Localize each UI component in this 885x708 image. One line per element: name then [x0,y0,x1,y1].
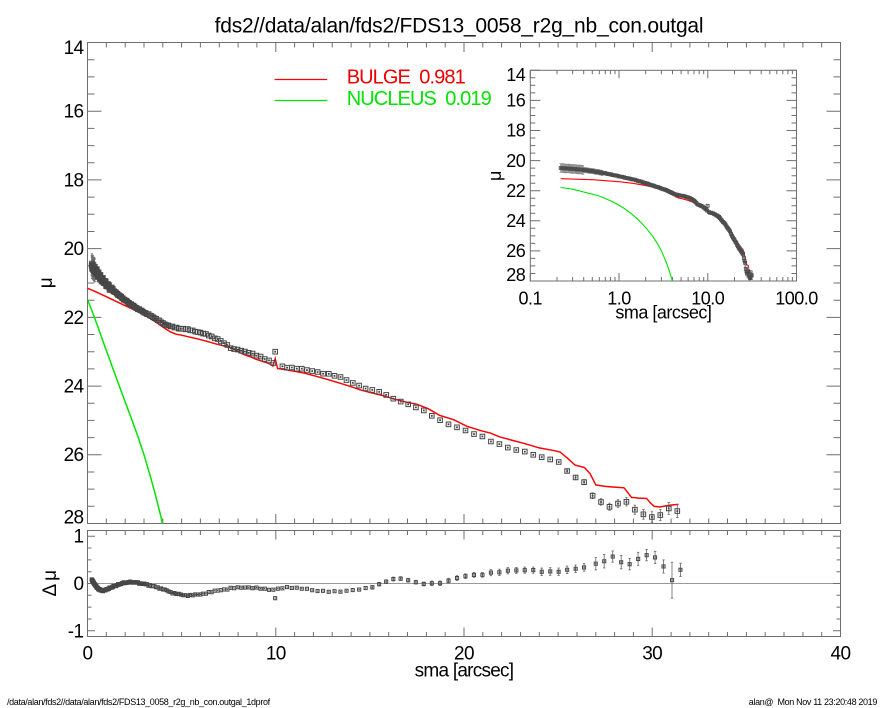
svg-text:24: 24 [64,377,85,398]
svg-text:1: 1 [74,527,84,548]
svg-text:0.1: 0.1 [519,289,543,309]
svg-text:26: 26 [64,445,84,466]
svg-text:0: 0 [74,574,84,595]
svg-text:18: 18 [506,121,526,141]
svg-text:100.0: 100.0 [775,289,818,309]
svg-text:22: 22 [506,181,526,201]
svg-text:20: 20 [506,151,526,171]
svg-text:BULGE 0.981: BULGE 0.981 [347,66,466,88]
svg-text:16: 16 [64,102,84,123]
svg-text:1.0: 1.0 [607,289,631,309]
svg-text:μ: μ [36,278,57,288]
svg-text:20: 20 [64,239,84,260]
svg-text:40: 40 [831,644,851,665]
svg-text:NUCLEUS 0.019: NUCLEUS 0.019 [347,88,492,110]
svg-text:Δ μ: Δ μ [40,570,61,596]
svg-text:26: 26 [506,241,526,261]
svg-text:sma [arcsec]: sma [arcsec] [615,303,711,323]
svg-text:fds2//data/alan/fds2/FDS13_005: fds2//data/alan/fds2/FDS13_0058_r2g_nb_c… [215,15,704,38]
svg-text:24: 24 [506,211,526,231]
svg-text:16: 16 [506,91,526,111]
svg-text:0: 0 [83,644,93,665]
svg-text:22: 22 [64,308,84,329]
svg-text:10: 10 [266,644,286,665]
svg-text:μ: μ [485,171,505,181]
svg-text:28: 28 [506,265,526,285]
svg-text:18: 18 [64,170,84,191]
svg-text:28: 28 [64,508,84,529]
svg-text:sma [arcsec]: sma [arcsec] [415,661,514,682]
svg-text:14: 14 [506,65,526,85]
svg-text:-1: -1 [68,621,84,642]
svg-text:20: 20 [454,644,474,665]
svg-text:10.0: 10.0 [691,289,725,309]
svg-text:30: 30 [642,644,662,665]
svg-text:/data/alan/fds2//data/alan/fds: /data/alan/fds2//data/alan/fds2/FDS13_00… [7,697,271,707]
svg-text:alan@ Mon Nov 11 23:20:48 201: alan@ Mon Nov 11 23:20:48 2019 [749,697,878,707]
svg-text:14: 14 [64,38,85,59]
